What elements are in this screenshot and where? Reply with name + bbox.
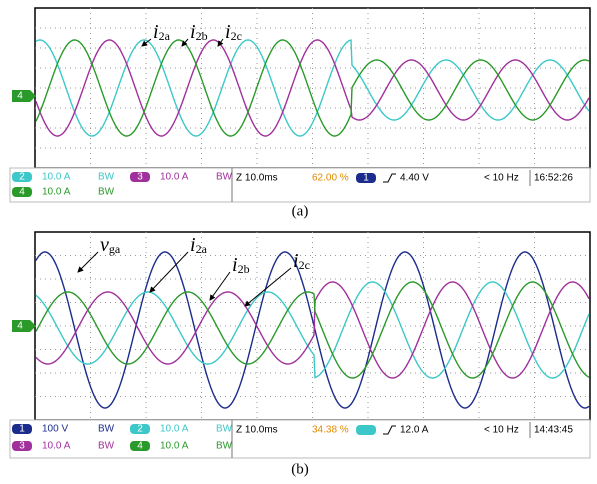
annotation-subscript: 2b [238, 262, 250, 276]
ground-marker-shape [12, 320, 36, 332]
channel-badge [356, 425, 376, 435]
channel-number: 1 [19, 424, 25, 435]
channel-scale: 10.0 A [160, 441, 189, 452]
bandwidth-limit: BW [216, 441, 233, 452]
channel-scale: 10.0 A [160, 172, 189, 183]
figure: 4i2ai2bi2c210.0 ABW310.0 ABW410.0 ABWZ 1… [0, 0, 597, 484]
channel-scale: 10.0 A [42, 441, 71, 452]
annotation-subscript: 2c [231, 29, 242, 43]
bandwidth-limit: BW [98, 187, 115, 198]
bandwidth-limit: BW [98, 424, 115, 435]
channel-number: 4 [137, 441, 143, 452]
bandwidth-limit: BW [216, 172, 233, 183]
bandwidth-limit: BW [216, 424, 233, 435]
timebase: Z 10.0ms [236, 425, 278, 436]
annotation-subscript: 2a [196, 242, 208, 256]
annotation-symbol: v [100, 234, 109, 256]
channel-scale: 100 V [42, 424, 68, 435]
channel-number: 2 [19, 172, 25, 183]
trigger-level: 4.40 V [400, 173, 429, 184]
ground-marker: 4 [17, 91, 23, 102]
channel-scale: 10.0 A [42, 172, 71, 183]
annotation-subscript: ga [109, 242, 121, 256]
clock: 16:52:26 [534, 173, 573, 184]
annotation-subscript: 2c [299, 258, 310, 272]
annotation-subscript: 2a [159, 29, 171, 43]
clock: 14:43:45 [534, 425, 573, 436]
frequency: < 10 Hz [484, 173, 519, 184]
channel-number: 2 [137, 424, 143, 435]
ground-marker-shape [12, 90, 36, 102]
channel-number: 3 [19, 441, 25, 452]
channel-scale: 10.0 A [42, 187, 71, 198]
annotation-subscript: 2b [196, 29, 208, 43]
caption: (b) [291, 461, 309, 477]
channel-number: 4 [19, 187, 25, 198]
caption: (a) [292, 203, 309, 219]
timebase: Z 10.0ms [236, 173, 278, 184]
trigger-level: 12.0 A [400, 425, 429, 436]
ground-marker: 4 [17, 321, 23, 332]
bandwidth-limit: BW [98, 172, 115, 183]
bandwidth-limit: BW [98, 441, 115, 452]
channel-number: 3 [137, 172, 143, 183]
channel-scale: 10.0 A [160, 424, 189, 435]
channel-number: 1 [363, 173, 369, 184]
frequency: < 10 Hz [484, 425, 519, 436]
position: 62.00 % [312, 173, 349, 184]
position: 34.38 % [312, 425, 349, 436]
